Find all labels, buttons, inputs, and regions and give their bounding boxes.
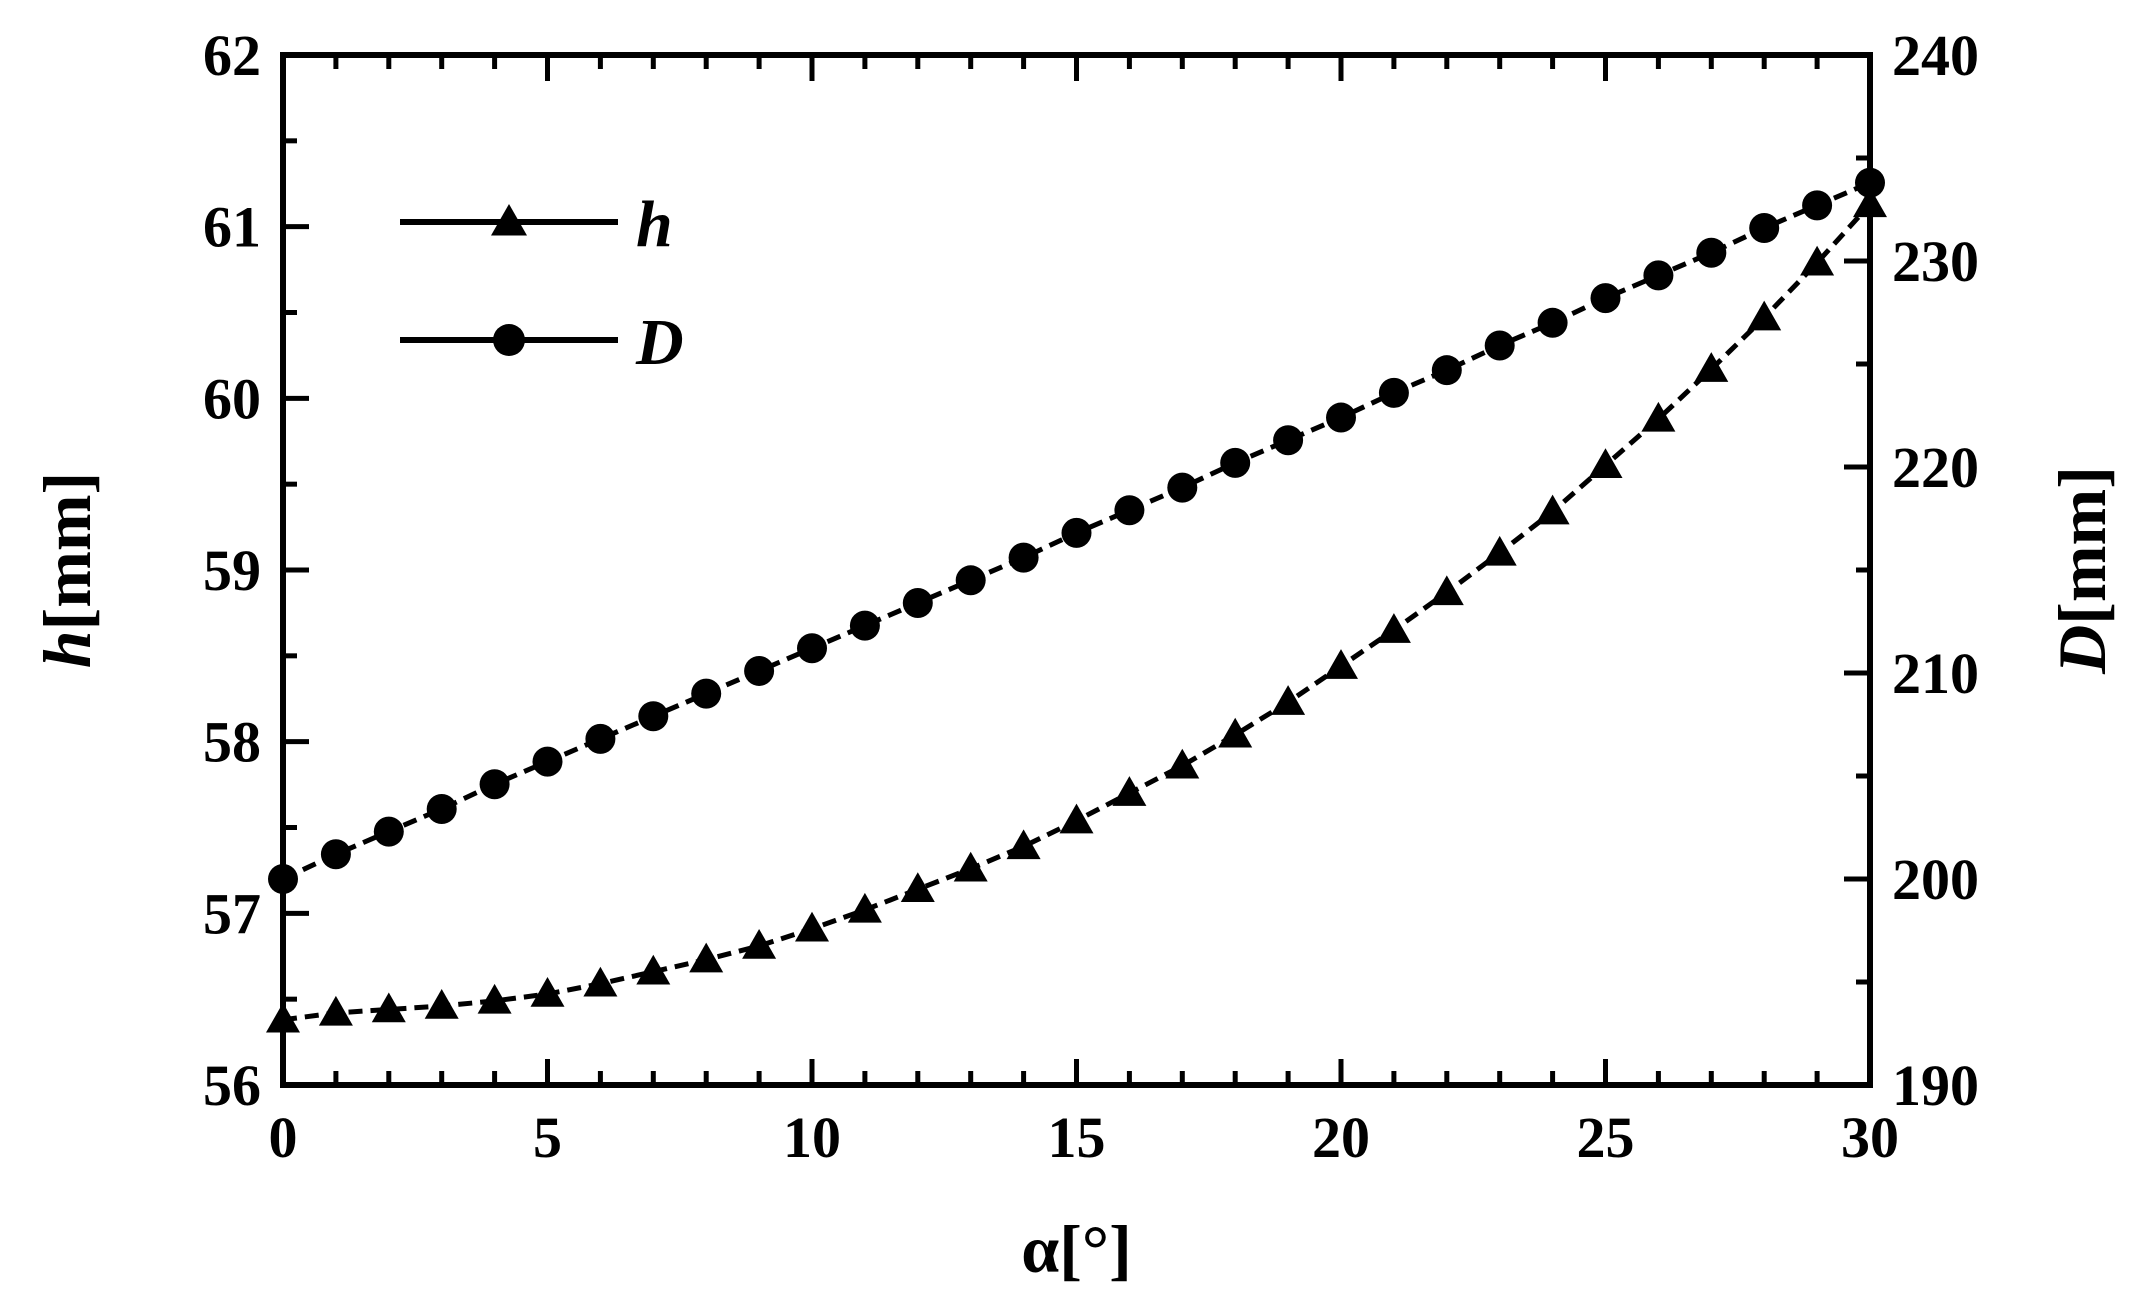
data-point-d [1273, 425, 1304, 456]
data-point-d [1008, 542, 1039, 573]
data-point-d [1643, 260, 1674, 291]
data-point-h [1641, 401, 1676, 432]
data-point-h [1218, 717, 1253, 748]
data-point-d [1114, 495, 1145, 526]
data-point-h [583, 966, 618, 997]
x-tick-label: 0 [269, 1105, 298, 1170]
data-point-h [1588, 448, 1623, 479]
data-point-d [1326, 402, 1356, 433]
data-point-h [795, 911, 829, 942]
y-right-tick-label: 190 [1892, 1053, 1979, 1118]
y-right-tick-label: 200 [1892, 847, 1979, 912]
x-tick-label: 15 [1048, 1105, 1106, 1170]
y-right-tick-label: 210 [1892, 641, 1979, 706]
y-left-axis-title-var: h [29, 630, 105, 668]
y-right-tick-label: 230 [1892, 229, 1979, 294]
data-point-d [1749, 213, 1780, 244]
data-point-h [742, 928, 777, 959]
y-right-tick-label: 220 [1892, 435, 1979, 500]
data-point-d [373, 816, 404, 847]
data-point-h [1482, 535, 1517, 566]
data-point-d [849, 610, 880, 641]
data-point-d [744, 655, 775, 686]
y-left-tick-label: 58 [203, 710, 261, 775]
data-point-d [1431, 355, 1462, 386]
data-point-d [902, 587, 933, 618]
series-line-h [282, 202, 1872, 1023]
data-point-d [479, 769, 510, 800]
legend-label-h: h [636, 188, 673, 261]
y-right-tick-label: 240 [1892, 23, 1979, 88]
data-point-d [1696, 237, 1727, 268]
y-left-tick-label: 59 [203, 538, 261, 603]
ticks-layer [280, 52, 1873, 1088]
y-right-axis-title-unit: [mm] [2044, 466, 2120, 625]
y-left-axis-title-unit: [mm] [29, 472, 105, 631]
y-left-tick-label: 61 [203, 195, 261, 260]
data-point-h [1006, 829, 1041, 860]
x-tick-label: 10 [783, 1105, 841, 1170]
plot-frame [280, 52, 1873, 1088]
data-point-d [638, 701, 669, 732]
data-point-h [371, 992, 406, 1023]
x-axis-title-unit: [°] [1059, 1211, 1131, 1287]
data-point-h [689, 942, 724, 973]
data-point-d [1167, 472, 1198, 503]
data-point-d [585, 723, 616, 754]
x-tick-label: 30 [1841, 1105, 1899, 1170]
data-point-d [426, 793, 457, 824]
data-point-d [1061, 517, 1092, 548]
x-axis-title: α[°] [1021, 1211, 1131, 1287]
data-point-h [1059, 803, 1094, 834]
data-point-d [1484, 330, 1515, 361]
data-point-d [532, 746, 563, 777]
x-tick-label: 25 [1577, 1105, 1635, 1170]
data-point-d [797, 633, 827, 664]
legend: h D [400, 188, 684, 379]
labels-layer: 0 5 10 15 20 25 30 56 57 58 59 60 61 62 190 200 210 220 23… [203, 23, 1979, 1170]
x-tick-label: 5 [533, 1105, 562, 1170]
y-left-tick-label: 56 [203, 1053, 261, 1118]
data-point-h [953, 851, 988, 882]
data-point-h [1535, 494, 1570, 525]
y-right-axis-title: D[mm] [2044, 466, 2120, 675]
legend-marker-triangle [491, 204, 527, 236]
data-point-h [530, 977, 565, 1007]
data-point-h [636, 954, 671, 985]
y-left-tick-label: 60 [203, 366, 261, 431]
data-point-d [1220, 447, 1251, 478]
data-point-h [1694, 352, 1729, 382]
x-axis-title-main: α [1021, 1211, 1059, 1287]
data-point-h [424, 989, 459, 1019]
data-point-h [900, 872, 935, 903]
data-point-d [691, 678, 722, 709]
y-left-axis-title: h[mm] [29, 472, 105, 668]
data-point-d [1590, 283, 1621, 314]
data-point-h [1165, 748, 1200, 779]
legend-marker-circle [493, 324, 525, 356]
data-point-h [1324, 649, 1358, 679]
data-point-h [1747, 300, 1782, 331]
data-point-h [1271, 685, 1306, 715]
data-point-d [955, 565, 986, 596]
data-point-h [847, 892, 882, 923]
data-point-h [1376, 613, 1411, 643]
data-point-h [318, 995, 353, 1026]
x-tick-label: 20 [1312, 1105, 1370, 1170]
y-right-axis-title-var: D [2044, 625, 2120, 675]
data-point-d [1537, 307, 1568, 338]
series-layer [266, 167, 1887, 1033]
legend-label-d: D [635, 306, 684, 379]
data-point-h [1112, 776, 1147, 806]
data-point-h [477, 983, 512, 1014]
data-point-d [1378, 377, 1409, 408]
data-point-h [1429, 575, 1464, 606]
data-point-d [1802, 190, 1833, 221]
data-point-d [320, 839, 351, 870]
y-left-tick-label: 57 [203, 881, 261, 946]
data-point-h [1800, 245, 1835, 276]
y-left-tick-label: 62 [203, 23, 261, 88]
